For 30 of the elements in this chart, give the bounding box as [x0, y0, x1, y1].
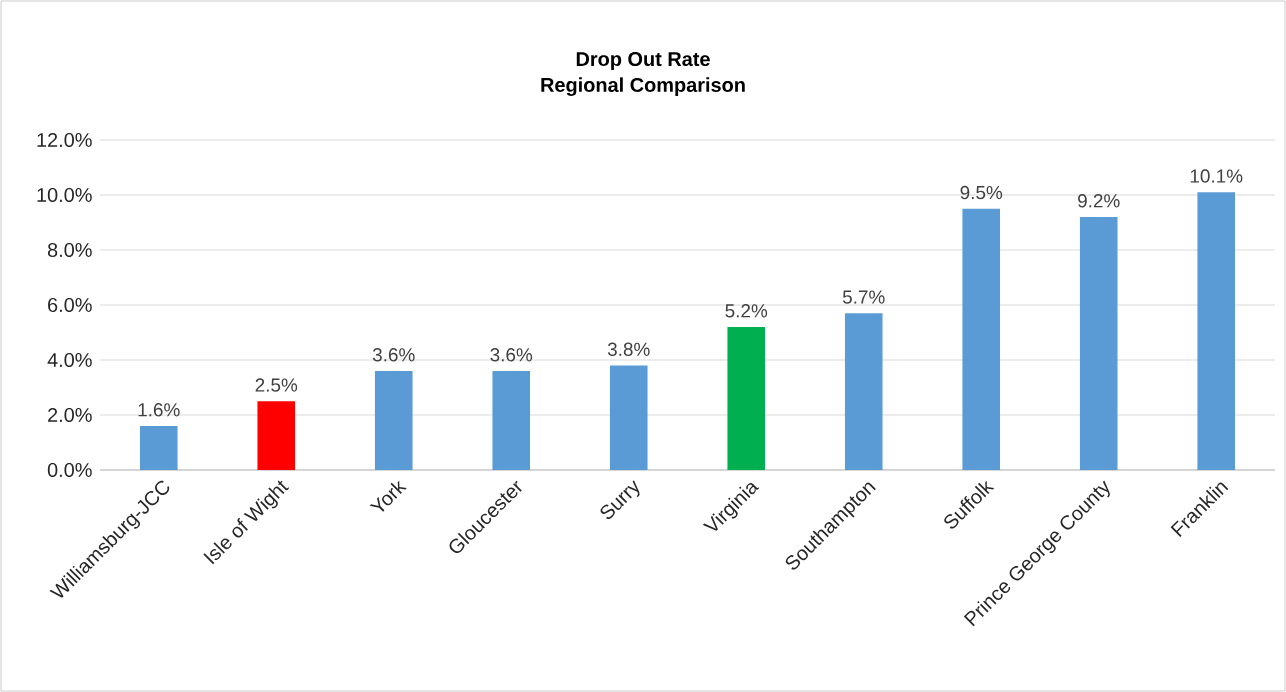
bar: [492, 371, 531, 470]
y-tick-label: 6.0%: [48, 297, 92, 313]
bar: [609, 365, 648, 470]
y-tick-label: 8.0%: [47, 242, 92, 258]
y-tick-label: 4.0%: [47, 352, 92, 368]
y-tick-label: 2.0%: [48, 407, 92, 423]
chart-subtitle: Regional Comparison: [541, 77, 745, 97]
data-label: 1.6%: [138, 403, 180, 417]
chart-title: Drop Out Rate: [576, 51, 710, 71]
y-tick-label: 0.0%: [47, 462, 92, 478]
bar: [844, 313, 883, 470]
x-tick-label: York: [369, 480, 407, 512]
bar: [727, 327, 766, 470]
data-label: 3.6%: [490, 348, 533, 362]
data-label: 2.5%: [255, 378, 298, 392]
bar: [139, 426, 178, 470]
data-label: 10.1%: [1190, 169, 1243, 183]
data-label: 5.7%: [842, 290, 885, 304]
data-label: 3.8%: [607, 342, 650, 356]
data-label: 9.2%: [1078, 194, 1120, 208]
data-label: 3.6%: [372, 348, 415, 362]
bar: [1197, 192, 1236, 470]
bar: [962, 208, 1001, 470]
data-label: 9.5%: [960, 185, 1003, 200]
data-label: 5.2%: [725, 304, 768, 318]
bar: [374, 371, 413, 470]
y-tick-label: 10.0%: [37, 187, 92, 203]
y-tick-label: 12.0%: [37, 132, 92, 148]
bar: [257, 401, 296, 470]
bar: [1079, 217, 1118, 470]
